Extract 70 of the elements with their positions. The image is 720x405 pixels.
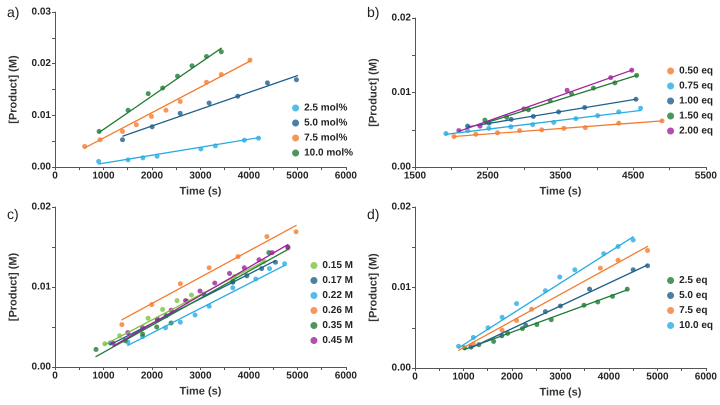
- x-tick-label: 1000: [452, 372, 476, 382]
- legend-label: 0.75 eq: [679, 80, 714, 92]
- x-tick-label: 3000: [189, 370, 212, 382]
- x-tick-label: 4000: [598, 372, 620, 382]
- legend-label: 10.0 mol%: [304, 148, 354, 158]
- y-tick-label: 0.00: [32, 162, 52, 173]
- x-axis-title: Time (s): [179, 385, 222, 398]
- x-tick-label: 6000: [334, 370, 358, 382]
- legend-label: 0.50 eq: [679, 66, 714, 76]
- legend-label: 7.5 mol%: [304, 132, 348, 144]
- x-tick-label: 0: [52, 370, 58, 382]
- x-tick-label: 1500: [404, 170, 427, 182]
- legend-label: 2.00 eq: [679, 126, 714, 136]
- y-axis-title: [Product] (M): [368, 252, 380, 322]
- legend-label: 1.50 eq: [679, 110, 714, 122]
- x-tick-label: 0: [412, 372, 418, 382]
- x-tick-label: 3000: [189, 170, 212, 182]
- y-tick-label: 0.00: [392, 162, 412, 173]
- x-tick-label: 5000: [286, 170, 309, 182]
- legend-label: 0.15 M: [322, 260, 354, 271]
- y-tick-label: 0.02: [32, 202, 52, 212]
- y-tick-label: 0.01: [392, 282, 412, 293]
- x-tick-label: 1000: [92, 170, 116, 182]
- chart-title: b): [367, 4, 380, 20]
- x-tick-label: 5000: [646, 372, 669, 382]
- x-tick-label: 4000: [238, 370, 260, 382]
- x-tick-label: 2000: [140, 170, 164, 182]
- y-tick-label: 0.00: [32, 362, 52, 372]
- x-tick-label: 2500: [476, 170, 500, 182]
- legend-label: 5.0 mol%: [304, 118, 348, 128]
- x-tick-label: 3500: [549, 170, 572, 182]
- legend-label: 0.35 M: [322, 320, 354, 331]
- y-tick-label: 0.00: [392, 362, 412, 374]
- y-tick-label: 0.01: [32, 110, 52, 121]
- y-tick-label: 0.01: [32, 282, 52, 292]
- chart-title: c): [7, 206, 19, 222]
- y-axis-title: [Product] (M): [8, 252, 20, 322]
- y-tick-label: 0.02: [392, 12, 412, 24]
- x-tick-label: 3000: [549, 372, 572, 382]
- x-tick-label: 0: [52, 170, 58, 182]
- y-tick-label: 0.01: [392, 87, 412, 98]
- legend-label: 2.5 eq: [679, 275, 708, 286]
- y-axis-title: [Product] (M): [368, 58, 380, 127]
- legend-label: 0.17 M: [322, 275, 354, 286]
- legend-label: 2.5 mol%: [304, 102, 348, 114]
- x-tick-label: 5500: [694, 170, 718, 182]
- x-tick-label: 2000: [500, 372, 524, 382]
- x-tick-label: 5000: [286, 370, 309, 382]
- legend-label: 5.0 eq: [679, 290, 708, 301]
- legend-label: 0.45 M: [322, 335, 354, 346]
- x-tick-label: 4500: [622, 170, 645, 182]
- x-tick-label: 6000: [694, 372, 718, 382]
- x-tick-label: 4000: [238, 170, 260, 182]
- chart-title: d): [367, 206, 380, 222]
- x-tick-label: 6000: [334, 170, 358, 182]
- x-axis-title: Time (s): [539, 186, 582, 198]
- legend-label: 0.22 M: [322, 290, 354, 301]
- x-tick-label: 1000: [92, 370, 116, 382]
- x-axis-title: Time (s): [539, 386, 582, 398]
- x-axis-title: Time (s): [179, 186, 222, 198]
- y-tick-label: 0.02: [392, 202, 412, 212]
- chart-title: a): [7, 4, 20, 20]
- legend-label: 7.5 eq: [679, 305, 708, 316]
- legend-label: 1.00 eq: [679, 96, 714, 106]
- y-axis-title: [Product] (M): [8, 55, 20, 124]
- x-tick-label: 2000: [140, 370, 164, 382]
- legend-label: 0.26 M: [322, 305, 354, 316]
- y-tick-label: 0.02: [32, 58, 52, 70]
- y-tick-label: 0.03: [32, 6, 52, 18]
- legend-label: 10.0 eq: [679, 320, 714, 331]
